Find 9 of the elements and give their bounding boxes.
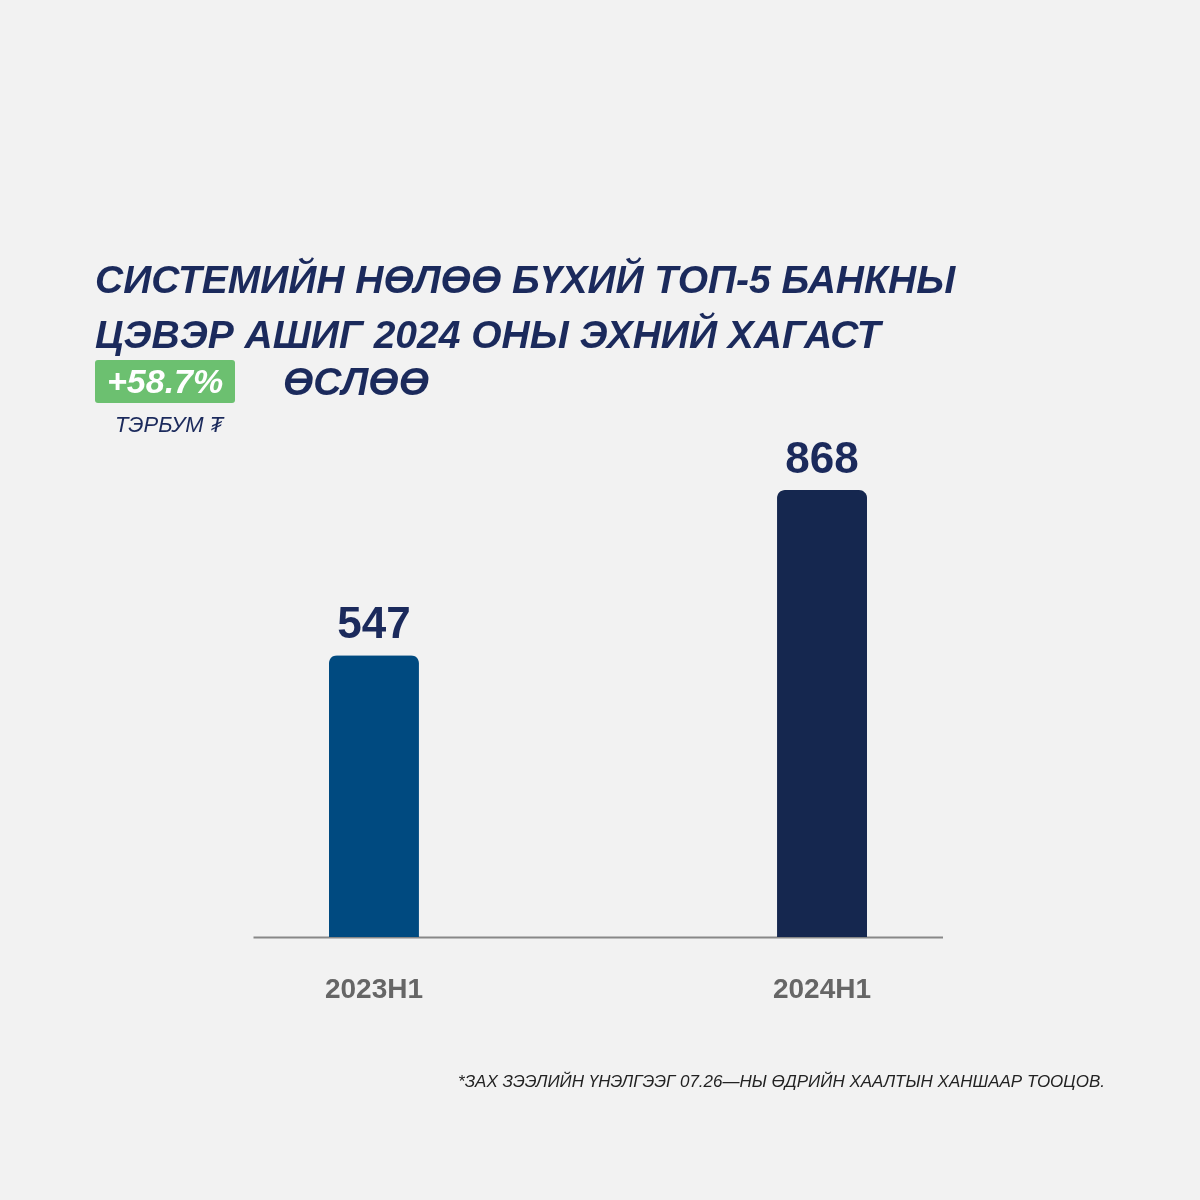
text: +58.7%: [95, 360, 236, 403]
x-tick-label: 2023H1: [324, 972, 424, 1004]
chart-subtitle: ӨСЛӨӨ: [283, 360, 429, 404]
y-axis-title: ТЭРБУМ ₮: [115, 412, 224, 438]
text: *ЗАХ ЗЭЭЛИЙН ҮНЭЛГЭЭГ 07.26—НЫ ӨДРИЙН ХААЛТЫН ХАНШААР ТООЦОВ.: [458, 1072, 1105, 1092]
chart-title: СИСТЕМИЙН НӨЛӨӨ БҮХИЙ ТОП-5 БАНКНЫ ЦЭВЭР АШИГ 2024 ОНЫ ЭХНИЙ ХАГАСТ: [95, 258, 956, 356]
data-label: 547: [337, 598, 411, 648]
data-label: 868: [785, 433, 859, 482]
x-tick-label: 2024H1: [772, 972, 872, 1004]
